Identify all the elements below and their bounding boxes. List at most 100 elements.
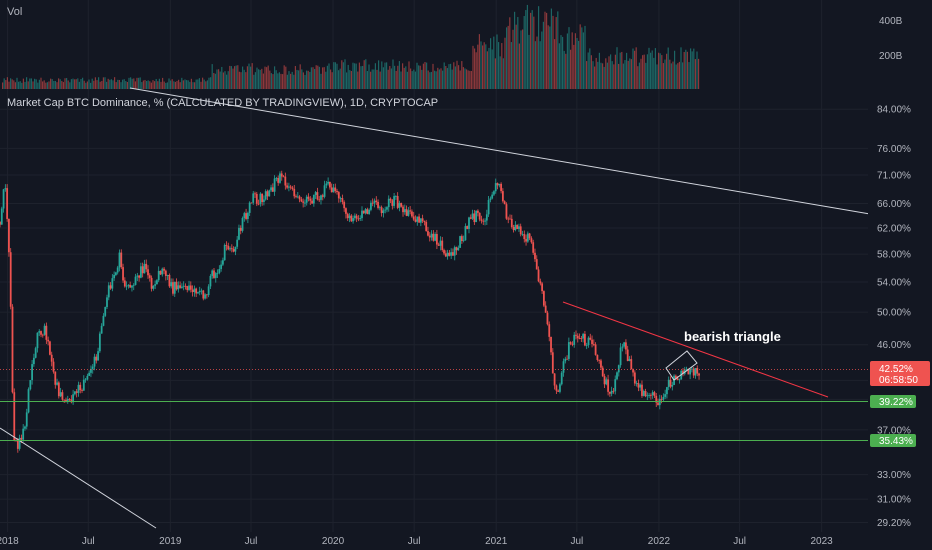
candle-body [398, 202, 401, 208]
volume-bar [125, 81, 127, 89]
candle-body [428, 235, 431, 238]
candle-body [651, 392, 654, 396]
volume-bar [72, 78, 74, 89]
volume-bar [506, 27, 508, 90]
volume-bar [410, 68, 412, 89]
volume-bar [434, 70, 436, 89]
lower-trend-line[interactable] [0, 427, 157, 529]
volume-label: Vol [7, 6, 23, 18]
candle-body [419, 218, 422, 223]
volume-bar [528, 34, 530, 89]
upper-trend-line[interactable] [129, 87, 871, 215]
candle-body [501, 191, 504, 202]
volume-bar [54, 80, 56, 89]
candle-body [542, 291, 545, 306]
volume-bar [294, 66, 296, 89]
candle-body [156, 280, 158, 285]
volume-bar [104, 77, 106, 89]
volume-bar [573, 44, 575, 89]
volume-bar [230, 66, 232, 89]
candle-body [567, 342, 570, 359]
candle-body [82, 379, 85, 391]
candle-body [526, 233, 529, 242]
volume-bar [96, 80, 98, 89]
volume-bar [378, 60, 380, 89]
volume-bar [470, 70, 472, 89]
candle-body [578, 338, 581, 340]
x-tick-label: 2023 [811, 536, 834, 547]
candle-body [616, 372, 618, 380]
volume-bar [366, 71, 368, 89]
candle-body [147, 269, 149, 276]
volume-bar [3, 78, 5, 89]
candle-body [635, 383, 638, 384]
volume-bar [254, 72, 256, 89]
candle-body [626, 349, 629, 361]
candle-body [544, 305, 547, 313]
candle-body [266, 191, 269, 197]
candle-body [90, 368, 92, 373]
candle-body [575, 334, 577, 336]
triangle-resistance-line[interactable] [562, 301, 829, 398]
volume-bar [605, 58, 607, 89]
volume-bar [306, 70, 308, 89]
volume-bar [589, 48, 591, 89]
x-tick-label: 2020 [322, 536, 345, 547]
volume-bar [24, 81, 26, 89]
candle-body [72, 394, 75, 403]
volume-bar [320, 73, 322, 89]
candle-body [8, 218, 10, 253]
volume-bar [302, 72, 304, 89]
candle-body [61, 392, 64, 400]
volume-bar [168, 78, 170, 89]
volume-bar [37, 82, 39, 89]
candle-body [439, 240, 442, 246]
volume-bar [331, 72, 333, 89]
volume-bar [594, 66, 596, 89]
candle-body [460, 236, 463, 241]
candle-body [409, 210, 412, 212]
volume-bar [610, 54, 612, 89]
candle-body [166, 274, 169, 276]
volume-bar [550, 8, 552, 89]
candle-body [211, 270, 214, 276]
volume-bar [107, 78, 109, 89]
volume-bar [549, 26, 551, 89]
candle-body [678, 379, 681, 381]
candle-body [353, 215, 356, 219]
volume-bar [621, 51, 623, 89]
volume-bar [597, 61, 599, 89]
candle-body [287, 186, 290, 188]
volume-bar [182, 80, 184, 89]
volume-bar [574, 33, 576, 89]
x-tick-label: 2022 [648, 536, 671, 547]
volume-bar [62, 82, 64, 89]
volume-bar [14, 82, 16, 89]
candle-body [391, 200, 394, 206]
volume-bar [205, 81, 207, 89]
volume-bar [304, 74, 306, 89]
y-tick-label: 84.00% [877, 105, 911, 116]
candle-body [610, 390, 613, 394]
candle-body [321, 195, 324, 197]
volume-bar [301, 69, 303, 89]
volume-bar [190, 78, 192, 89]
candle-body [498, 183, 501, 186]
candle-body [4, 188, 7, 190]
candle-body [164, 270, 167, 276]
candle-body [457, 247, 460, 251]
volume-bar [274, 66, 276, 89]
candle-body [660, 398, 663, 400]
rising-wedge-channel[interactable] [665, 350, 698, 381]
volume-bar [298, 70, 300, 89]
candle-body [584, 333, 586, 346]
candle-body [286, 185, 289, 188]
volume-bar [13, 80, 15, 89]
volume-bar [629, 58, 631, 89]
candle-body [405, 209, 408, 216]
candle-body [698, 373, 700, 376]
candle-body [348, 215, 351, 219]
volume-bar [147, 80, 149, 89]
candle-body [532, 242, 535, 253]
